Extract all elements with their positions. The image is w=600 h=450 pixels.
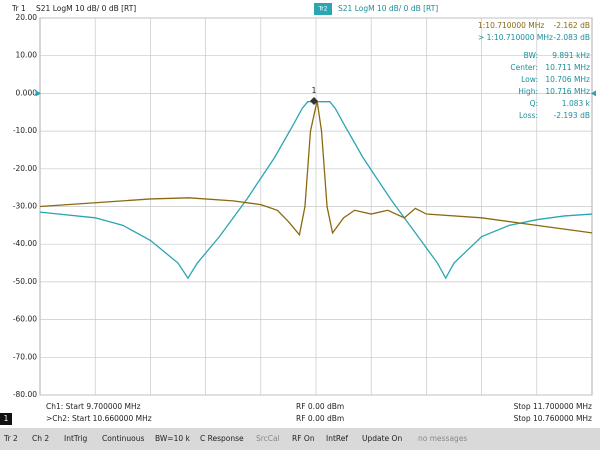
softkey[interactable]: BW=10 k bbox=[155, 434, 191, 443]
y-tick-label: 0.000 bbox=[16, 88, 38, 97]
softkey[interactable]: SrcCal bbox=[256, 434, 280, 443]
y-tick-label: -30.00 bbox=[13, 202, 37, 211]
readout-label: Q: bbox=[530, 99, 538, 108]
readout-value: 1.083 k bbox=[562, 99, 591, 108]
softkey[interactable]: Continuous bbox=[102, 434, 144, 443]
trace bbox=[39, 101, 593, 280]
trace-badge bbox=[314, 3, 332, 15]
trace-header: S21 LogM 10 dB/ 0 dB [RT] bbox=[36, 4, 136, 13]
trace bbox=[39, 100, 593, 237]
softkey[interactable]: Ch 2 bbox=[32, 434, 49, 443]
readout-label: Loss: bbox=[519, 111, 538, 120]
y-tick-label: 20.00 bbox=[16, 13, 38, 22]
y-tick-label: -80.00 bbox=[13, 390, 37, 399]
softkey[interactable]: IntRef bbox=[326, 434, 348, 443]
softkey[interactable]: IntTrig bbox=[64, 434, 88, 443]
y-tick-label: -60.00 bbox=[13, 315, 37, 324]
softkey: no messages bbox=[418, 434, 467, 443]
readout-label: Low: bbox=[521, 75, 538, 84]
y-tick-label: -50.00 bbox=[13, 277, 37, 286]
channel-start: Ch1: Start 9.700000 MHz bbox=[46, 402, 141, 411]
channel-start: >Ch2: Start 10.660000 MHz bbox=[46, 414, 152, 423]
readout-label: High: bbox=[518, 87, 538, 96]
softkey[interactable]: Tr 2 bbox=[3, 434, 18, 443]
y-tick-label: 10.00 bbox=[16, 51, 38, 60]
channel-stop: Stop 11.700000 MHz bbox=[514, 402, 592, 411]
trace-id: Tr 1 bbox=[11, 4, 26, 13]
reference-arrow bbox=[36, 90, 41, 97]
y-tick-label: -10.00 bbox=[13, 126, 37, 135]
channel-badge bbox=[0, 413, 12, 425]
readout-label: 1:10.710000 MHz bbox=[478, 21, 544, 30]
channel-power: RF 0.00 dBm bbox=[296, 414, 344, 423]
readout-label: Center: bbox=[510, 63, 538, 72]
readout-value: 9.891 kHz bbox=[552, 51, 590, 60]
y-tick-label: -70.00 bbox=[13, 352, 37, 361]
readout-label: > 1:10.710000 MHz bbox=[478, 33, 553, 42]
reference-arrow bbox=[591, 90, 596, 97]
trace-header: S21 LogM 10 dB/ 0 dB [RT] bbox=[338, 4, 438, 13]
readout-value: 10.711 MHz bbox=[545, 63, 590, 72]
channel-stop: Stop 10.760000 MHz bbox=[514, 414, 592, 423]
channel-power: RF 0.00 dBm bbox=[296, 402, 344, 411]
readout-value: -2.162 dB bbox=[554, 21, 590, 30]
softkey[interactable]: C Response bbox=[200, 434, 244, 443]
readout-value: -2.083 dB bbox=[554, 33, 590, 42]
softkey[interactable]: RF On bbox=[292, 434, 315, 443]
readout-label: BW: bbox=[524, 51, 538, 60]
softkey-bar bbox=[0, 428, 600, 450]
readout-value: 10.716 MHz bbox=[545, 87, 590, 96]
channel-badge-label: 1 bbox=[4, 414, 9, 423]
marker-glyph bbox=[310, 96, 318, 105]
y-tick-label: -20.00 bbox=[13, 164, 37, 173]
readout-value: 10.706 MHz bbox=[545, 75, 590, 84]
marker-label: 1 bbox=[312, 86, 317, 95]
readout-value: -2.193 dB bbox=[554, 111, 590, 120]
softkey[interactable]: Update On bbox=[362, 434, 402, 443]
y-tick-label: -40.00 bbox=[13, 239, 37, 248]
trace-id: Tr2 bbox=[317, 6, 327, 13]
